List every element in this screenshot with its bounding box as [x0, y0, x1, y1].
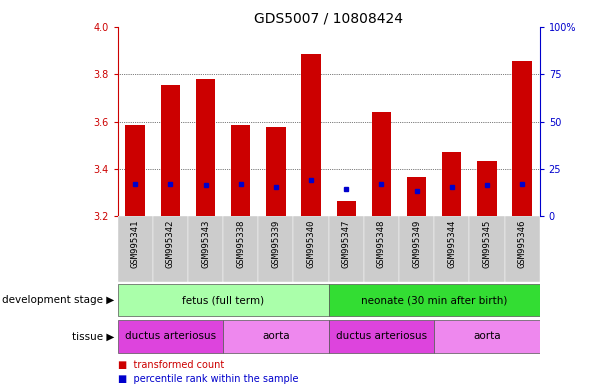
Text: aorta: aorta [473, 331, 500, 341]
Bar [329, 284, 540, 316]
Text: ■  percentile rank within the sample: ■ percentile rank within the sample [118, 374, 298, 384]
Text: GSM995342: GSM995342 [166, 220, 175, 268]
Text: neonate (30 min after birth): neonate (30 min after birth) [361, 295, 507, 305]
Bar [125, 125, 145, 216]
Bar [434, 320, 540, 353]
Bar [329, 216, 364, 282]
Bar [407, 177, 426, 216]
Bar [160, 85, 180, 216]
Bar [302, 54, 321, 216]
Bar [223, 320, 329, 353]
Bar [434, 216, 469, 282]
Text: GSM995346: GSM995346 [517, 220, 526, 268]
Text: GSM995340: GSM995340 [306, 220, 315, 268]
Bar [188, 216, 223, 282]
Text: GSM995345: GSM995345 [482, 220, 491, 268]
Bar [294, 216, 329, 282]
Text: ductus arteriosus: ductus arteriosus [336, 331, 427, 341]
Bar [196, 79, 215, 216]
Bar [336, 201, 356, 216]
Bar [266, 127, 286, 216]
Title: GDS5007 / 10808424: GDS5007 / 10808424 [254, 12, 403, 26]
Text: tissue ▶: tissue ▶ [72, 331, 115, 341]
Text: GSM995338: GSM995338 [236, 220, 245, 268]
Bar [399, 216, 434, 282]
Text: GSM995343: GSM995343 [201, 220, 210, 268]
Text: GSM995347: GSM995347 [342, 220, 351, 268]
Bar [223, 216, 258, 282]
Text: GSM995348: GSM995348 [377, 220, 386, 268]
Bar [118, 320, 223, 353]
Bar [469, 216, 505, 282]
Bar [505, 216, 540, 282]
Bar [118, 216, 153, 282]
Text: ■  transformed count: ■ transformed count [118, 361, 224, 371]
Text: GSM995349: GSM995349 [412, 220, 421, 268]
Text: aorta: aorta [262, 331, 289, 341]
Text: GSM995341: GSM995341 [131, 220, 140, 268]
Bar [364, 216, 399, 282]
Text: GSM995344: GSM995344 [447, 220, 456, 268]
Bar [231, 125, 250, 216]
Bar [118, 284, 329, 316]
Bar [442, 152, 461, 216]
Text: ductus arteriosus: ductus arteriosus [125, 331, 216, 341]
Bar [329, 320, 434, 353]
Text: fetus (full term): fetus (full term) [182, 295, 264, 305]
Bar [513, 61, 532, 216]
Bar [371, 112, 391, 216]
Bar [153, 216, 188, 282]
Bar [477, 161, 497, 216]
Text: GSM995339: GSM995339 [271, 220, 280, 268]
Bar [258, 216, 294, 282]
Text: development stage ▶: development stage ▶ [2, 295, 115, 305]
